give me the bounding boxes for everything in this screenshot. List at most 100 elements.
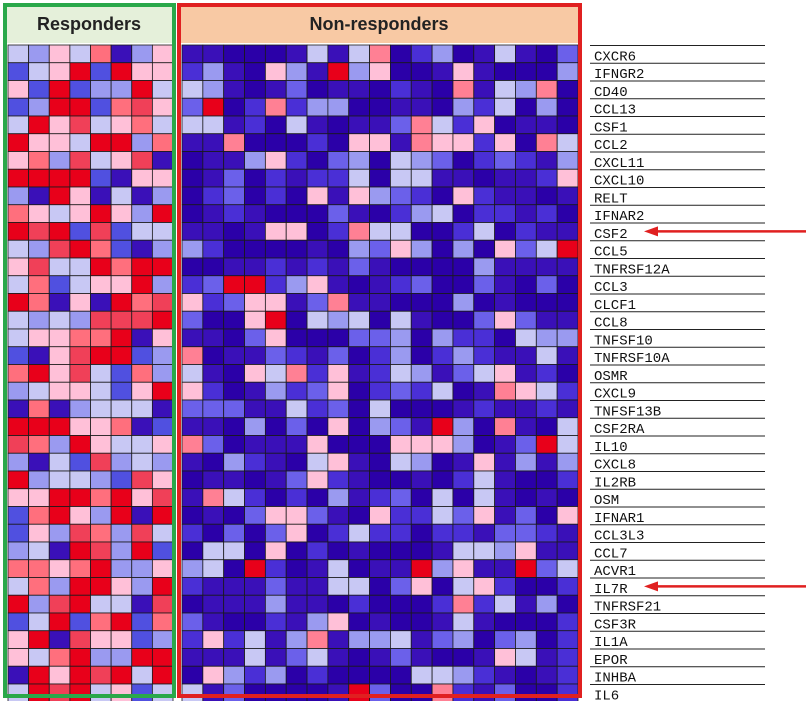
heatmap-cell bbox=[410, 435, 433, 454]
heatmap-cell bbox=[110, 168, 133, 188]
heatmap-cell bbox=[131, 222, 153, 241]
heatmap-cell bbox=[515, 328, 537, 348]
heatmap-cell bbox=[110, 44, 133, 64]
heatmap-cell bbox=[327, 239, 350, 259]
heatmap-cell bbox=[515, 665, 537, 685]
heatmap-cell bbox=[369, 417, 391, 436]
heatmap-cell bbox=[264, 506, 287, 525]
heatmap-cell bbox=[369, 506, 391, 525]
heatmap-cell bbox=[410, 417, 433, 436]
heatmap-cell bbox=[264, 328, 287, 348]
heatmap-cell bbox=[202, 630, 225, 649]
heatmap-cell bbox=[69, 399, 91, 419]
heatmap-cell bbox=[28, 435, 50, 454]
heatmap-cell bbox=[7, 381, 30, 401]
heatmap-cell bbox=[90, 577, 112, 596]
heatmap-cell bbox=[431, 541, 454, 561]
heatmap-cell bbox=[556, 44, 579, 64]
heatmap-cell bbox=[306, 239, 329, 259]
heatmap-cell bbox=[494, 399, 516, 419]
heatmap-cell bbox=[151, 328, 174, 348]
heatmap-cell bbox=[306, 523, 329, 543]
heatmap-cell bbox=[181, 364, 204, 383]
heatmap-cell bbox=[556, 399, 579, 419]
heatmap-cell bbox=[556, 612, 579, 632]
heatmap-cell bbox=[202, 80, 225, 99]
heatmap-cell bbox=[410, 488, 433, 507]
heatmap-cell bbox=[202, 612, 225, 632]
heatmap-cell bbox=[306, 151, 329, 170]
heatmap-cell bbox=[131, 239, 153, 259]
heatmap-cell bbox=[431, 133, 454, 152]
row-label: IL10 bbox=[594, 440, 628, 456]
heatmap-cell bbox=[223, 168, 245, 188]
heatmap-cell bbox=[28, 488, 50, 507]
heatmap-cell bbox=[48, 97, 71, 117]
heatmap-cell bbox=[90, 683, 112, 701]
heatmap-cell bbox=[131, 612, 153, 632]
heatmap-cell bbox=[494, 630, 516, 649]
heatmap-cell bbox=[306, 328, 329, 348]
heatmap-cell bbox=[110, 328, 133, 348]
highlight-arrow-icon bbox=[644, 581, 658, 592]
row-label: IL6 bbox=[594, 688, 619, 701]
heatmap-cell bbox=[264, 115, 287, 135]
heatmap-cell bbox=[369, 364, 391, 383]
heatmap-cell bbox=[131, 594, 153, 614]
heatmap-cell bbox=[48, 470, 71, 490]
heatmap-cell bbox=[131, 328, 153, 348]
heatmap-cell bbox=[69, 559, 91, 578]
heatmap-cell bbox=[390, 328, 412, 348]
heatmap-cell bbox=[69, 151, 91, 170]
heatmap-cell bbox=[556, 452, 579, 472]
heatmap-cell bbox=[410, 204, 433, 223]
heatmap-cell bbox=[223, 523, 245, 543]
heatmap-cell bbox=[515, 506, 537, 525]
heatmap-cell bbox=[410, 97, 433, 117]
heatmap-cell bbox=[285, 133, 308, 152]
heatmap-cell bbox=[410, 559, 433, 578]
heatmap-cell bbox=[244, 559, 266, 578]
heatmap-cell bbox=[535, 186, 558, 206]
heatmap-cell bbox=[515, 470, 537, 490]
heatmap-cell bbox=[556, 364, 579, 383]
heatmap-cell bbox=[348, 346, 370, 365]
heatmap-cell bbox=[410, 683, 433, 701]
heatmap-cell bbox=[131, 293, 153, 312]
heatmap-cell bbox=[494, 683, 516, 701]
heatmap-cell bbox=[264, 630, 287, 649]
heatmap-cell bbox=[306, 381, 329, 401]
heatmap-cell bbox=[473, 665, 496, 685]
heatmap-cell bbox=[306, 612, 329, 632]
heatmap-cell bbox=[410, 62, 433, 81]
heatmap-cell bbox=[556, 257, 579, 277]
heatmap-cell bbox=[28, 665, 50, 685]
heatmap-cell bbox=[151, 115, 174, 135]
heatmap-cell bbox=[390, 577, 412, 596]
heatmap-cell bbox=[202, 275, 225, 294]
heatmap-cell bbox=[244, 577, 266, 596]
heatmap-cell bbox=[473, 97, 496, 117]
heatmap-cell bbox=[327, 559, 350, 578]
heatmap-cell bbox=[535, 452, 558, 472]
heatmap-cell bbox=[327, 151, 350, 170]
heatmap-cell bbox=[556, 222, 579, 241]
heatmap-cell bbox=[306, 594, 329, 614]
heatmap-cell bbox=[285, 435, 308, 454]
heatmap-cell bbox=[110, 257, 133, 277]
heatmap-cell bbox=[494, 346, 516, 365]
heatmap-cell bbox=[494, 381, 516, 401]
heatmap-cell bbox=[535, 310, 558, 330]
heatmap-cell bbox=[244, 275, 266, 294]
heatmap-cell bbox=[244, 293, 266, 312]
heatmap-cell bbox=[535, 257, 558, 277]
heatmap-cell bbox=[515, 293, 537, 312]
heatmap-cell bbox=[494, 204, 516, 223]
heatmap-cell bbox=[473, 44, 496, 64]
heatmap-cell bbox=[515, 80, 537, 99]
heatmap-cell bbox=[264, 204, 287, 223]
heatmap-cell bbox=[452, 239, 475, 259]
heatmap-cell bbox=[28, 506, 50, 525]
heatmap-cell bbox=[410, 665, 433, 685]
row-label: CSF3R bbox=[594, 617, 637, 633]
